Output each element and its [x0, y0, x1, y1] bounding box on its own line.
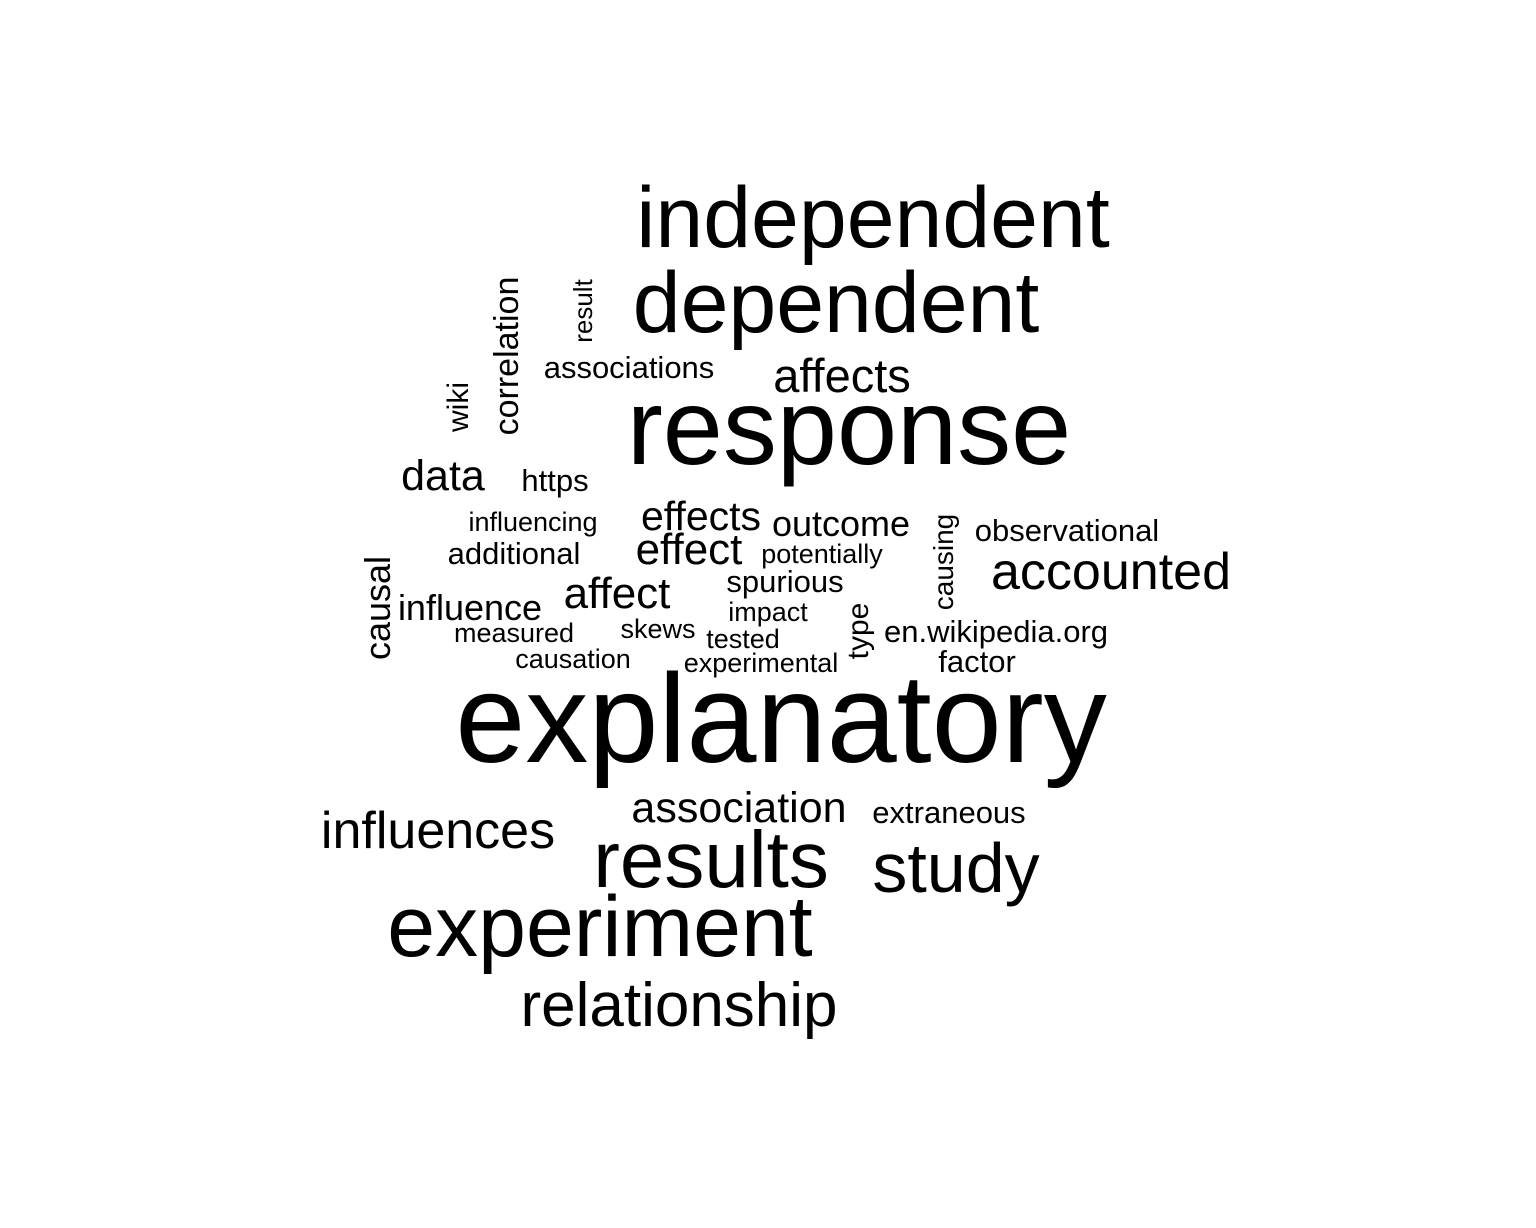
word-influences: influences [321, 802, 555, 860]
word-dependent: dependent [633, 255, 1040, 351]
word-causal: causal [357, 556, 398, 660]
word-results: results [593, 815, 829, 904]
word-wiki: wiki [442, 382, 475, 433]
word-measured: measured [454, 618, 574, 648]
word-tested: tested [706, 624, 780, 654]
word-response: response [627, 366, 1071, 487]
word-affect: affect [564, 569, 671, 618]
word-additional: additional [448, 536, 581, 571]
word-accounted: accounted [991, 543, 1231, 601]
word-https: https [521, 463, 588, 498]
word-en-wikipedia-org: en.wikipedia.org [884, 614, 1108, 649]
word-observational: observational [975, 513, 1159, 548]
word-impact: impact [728, 597, 808, 627]
word-influencing: influencing [468, 507, 597, 537]
word-associations: associations [544, 350, 715, 385]
word-independent: independent [636, 170, 1110, 266]
word-effects: effects [641, 493, 761, 539]
word-affects: affects [773, 349, 911, 402]
word-causation: causation [515, 644, 631, 674]
word-explanatory: explanatory [455, 648, 1106, 789]
word-influence: influence [398, 587, 542, 628]
word-factor: factor [938, 644, 1016, 679]
word-type: type [842, 603, 875, 660]
word-causing: causing [928, 514, 959, 611]
word-study: study [872, 829, 1039, 907]
word-skews: skews [620, 614, 695, 644]
word-outcome: outcome [772, 503, 910, 544]
word-spurious: spurious [726, 564, 843, 599]
word-data: data [401, 452, 485, 500]
word-experimental: experimental [684, 648, 839, 678]
word-result: result [568, 278, 598, 342]
word-potentially: potentially [761, 539, 883, 569]
word-correlation: correlation [488, 277, 526, 436]
word-relationship: relationship [520, 971, 837, 1040]
word-association: association [631, 784, 846, 832]
word-extraneous: extraneous [872, 795, 1025, 830]
word-experiment: experiment [387, 879, 813, 975]
word-effect: effect [636, 525, 743, 574]
